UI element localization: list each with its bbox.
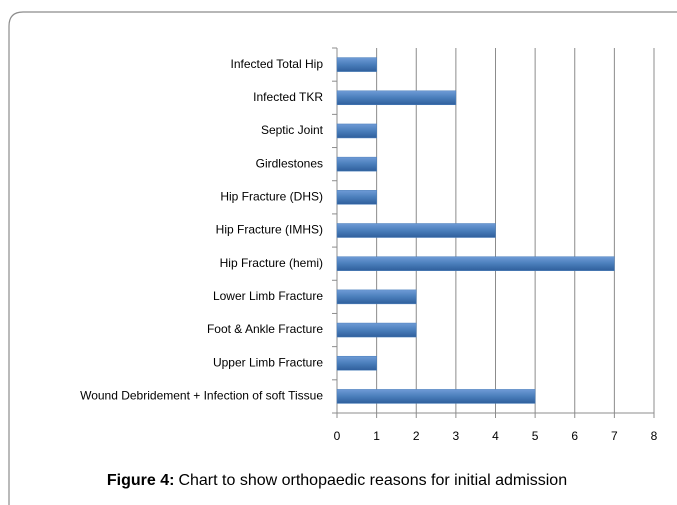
x-tick-label: 0 (334, 429, 341, 443)
y-tick-label: Infected Total Hip (230, 57, 323, 71)
caption-text: Chart to show orthopaedic reasons for in… (178, 472, 567, 489)
x-tick-label: 5 (532, 429, 539, 443)
x-tick-label: 4 (492, 429, 499, 443)
bar (336, 355, 377, 371)
caption: Figure 4: Chart to show orthopaedic reaso… (107, 472, 567, 489)
bar (336, 389, 536, 404)
y-tick-label: Hip Fracture (DHS) (220, 189, 323, 203)
bar (336, 123, 377, 139)
bar (336, 289, 417, 305)
x-tick-label: 7 (611, 429, 618, 443)
bar (336, 256, 615, 271)
bar (336, 190, 377, 205)
y-tick-label: Wound Debridement + Infection of soft Ti… (80, 389, 323, 403)
bar (336, 90, 457, 106)
bar (336, 322, 417, 338)
bar (336, 223, 496, 238)
x-tick-label: 3 (453, 429, 460, 443)
y-tick-label: Upper Limb Fracture (213, 355, 323, 369)
x-tick-label: 6 (571, 429, 578, 443)
y-tick-label: Hip Fracture (IMHS) (216, 223, 323, 237)
y-tick-label: Foot & Ankle Fracture (207, 322, 323, 336)
plot-area: 0 1 2 3 4 5 6 7 8 Infected Total Hip Infected TKR S… (80, 47, 658, 443)
frame (8, 11, 677, 505)
bar (336, 156, 377, 172)
y-tick-label: Lower Limb Fracture (213, 289, 323, 303)
bar (336, 57, 377, 72)
caption-label: Figure 4: (107, 472, 175, 489)
y-tick-label: Girdlestones (256, 156, 323, 170)
x-tick-label: 8 (651, 429, 658, 443)
x-tick-label: 2 (413, 429, 420, 443)
y-tick-label: Hip Fracture (hemi) (220, 256, 323, 270)
x-tick-label: 1 (373, 429, 380, 443)
y-tick-label: Infected TKR (253, 90, 323, 104)
y-tick-label: Septic Joint (261, 123, 324, 137)
